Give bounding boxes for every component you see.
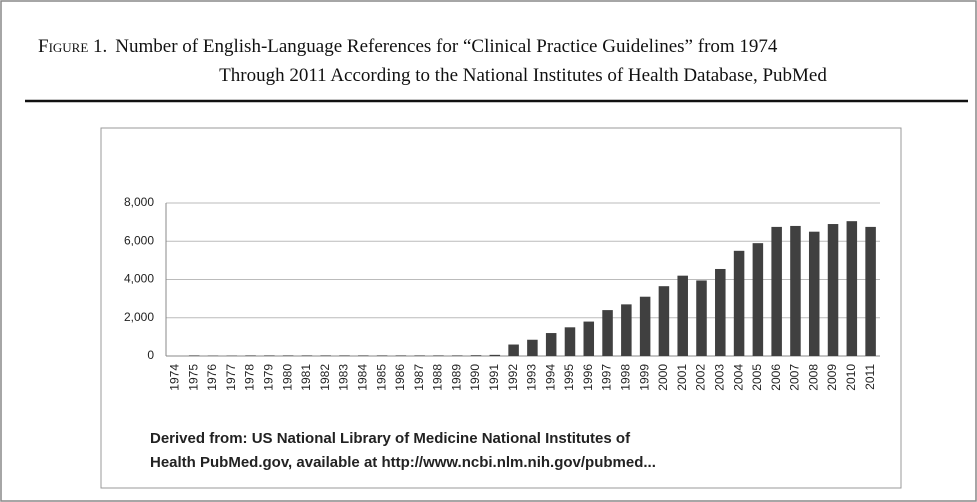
title-line: Figure 1. Number of English-Language Refe… (38, 36, 778, 57)
bar (188, 355, 200, 356)
x-tick-label: 1987 (412, 364, 426, 391)
bar (715, 268, 726, 356)
bar (320, 355, 331, 356)
x-tick-label: 1974 (168, 364, 182, 391)
x-tick-label: 2000 (656, 364, 670, 391)
x-tick-label: 2009 (825, 364, 839, 391)
x-tick-label: 1981 (299, 364, 313, 391)
bar (545, 333, 557, 356)
x-tick-label: 2008 (806, 364, 820, 391)
x-tick-label: 2002 (694, 364, 708, 391)
x-tick-label: 1992 (506, 364, 520, 391)
x-tick-label: 1976 (205, 364, 219, 391)
bar (733, 250, 745, 356)
bar (771, 226, 782, 356)
y-tick-label: 2,000 (124, 310, 154, 324)
bar (508, 344, 519, 356)
x-tick-label: 1991 (487, 364, 501, 391)
title-text: Number of English-Language References fo… (115, 36, 778, 57)
x-tick-label: 2006 (769, 364, 783, 391)
y-tick-label: 6,000 (124, 233, 154, 247)
bar (358, 355, 369, 356)
x-tick-label: 1990 (468, 364, 482, 391)
x-tick-label: 1979 (262, 364, 276, 391)
x-tick-label: 2004 (731, 364, 745, 391)
bar (827, 224, 839, 356)
x-tick-label: 1994 (543, 364, 557, 391)
x-tick-label: 2011 (863, 364, 877, 390)
bar (489, 354, 501, 356)
bar (301, 355, 313, 356)
bar (752, 243, 764, 356)
x-tick-label: 1982 (318, 364, 332, 391)
bar (564, 327, 576, 356)
x-tick-label: 1989 (449, 364, 463, 391)
y-tick-label: 8,000 (124, 195, 154, 209)
x-tick-label: 1995 (562, 364, 576, 391)
bar (395, 355, 407, 356)
bar (527, 339, 538, 356)
bar (264, 355, 275, 356)
y-tick-label: 4,000 (124, 272, 154, 286)
x-tick-label: 2001 (675, 364, 689, 391)
bar (245, 355, 256, 356)
bar (282, 355, 294, 356)
x-tick-label: 2005 (750, 364, 764, 391)
x-tick-label: 1977 (224, 364, 238, 391)
x-tick-label: 1980 (280, 364, 294, 391)
x-tick-label: 1999 (637, 364, 651, 391)
bar (470, 355, 482, 356)
x-tick-label: 1997 (600, 364, 614, 391)
x-tick-label: 1986 (393, 364, 407, 391)
title-line: Through 2011 According to the National I… (219, 65, 827, 86)
x-tick-label: 2010 (844, 364, 858, 391)
source-note: Derived from: US National Library of Med… (150, 430, 631, 447)
x-tick-label: 1998 (619, 364, 633, 391)
x-tick-label: 1978 (243, 364, 257, 391)
bar (433, 355, 444, 356)
y-tick-label: 0 (147, 348, 154, 362)
x-tick-label: 1993 (525, 364, 539, 391)
x-tick-label: 1975 (186, 364, 200, 391)
x-tick-label: 2007 (788, 364, 802, 391)
bar (639, 296, 651, 356)
bar (677, 275, 688, 356)
bar (658, 286, 670, 356)
bar (846, 221, 858, 356)
bar (451, 355, 463, 356)
x-tick-label: 2003 (712, 364, 726, 391)
bar (414, 355, 425, 356)
bar (621, 304, 632, 356)
source-note: Health PubMed.gov, available at http://w… (150, 454, 656, 471)
bar (808, 231, 820, 356)
bar (865, 226, 876, 356)
x-tick-label: 1985 (374, 364, 388, 391)
x-tick-label: 1996 (581, 364, 595, 391)
chart-frame (100, 127, 902, 489)
bar (339, 355, 350, 356)
x-tick-label: 1983 (337, 364, 351, 391)
figure-label: Figure 1. (38, 36, 107, 57)
bar (583, 321, 595, 356)
x-tick-label: 1984 (355, 364, 369, 391)
bar (376, 355, 388, 356)
bar (602, 310, 613, 356)
bar (790, 225, 801, 356)
bar (696, 280, 707, 356)
x-tick-label: 1988 (431, 364, 445, 391)
